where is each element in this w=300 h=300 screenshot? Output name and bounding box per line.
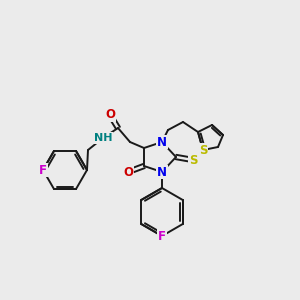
Text: S: S xyxy=(199,143,207,157)
Text: O: O xyxy=(105,109,115,122)
Text: F: F xyxy=(158,230,166,242)
Text: F: F xyxy=(39,164,47,176)
Text: NH: NH xyxy=(94,133,112,143)
Text: N: N xyxy=(157,136,167,148)
Text: S: S xyxy=(189,154,197,166)
Text: N: N xyxy=(157,166,167,178)
Text: O: O xyxy=(123,166,133,178)
